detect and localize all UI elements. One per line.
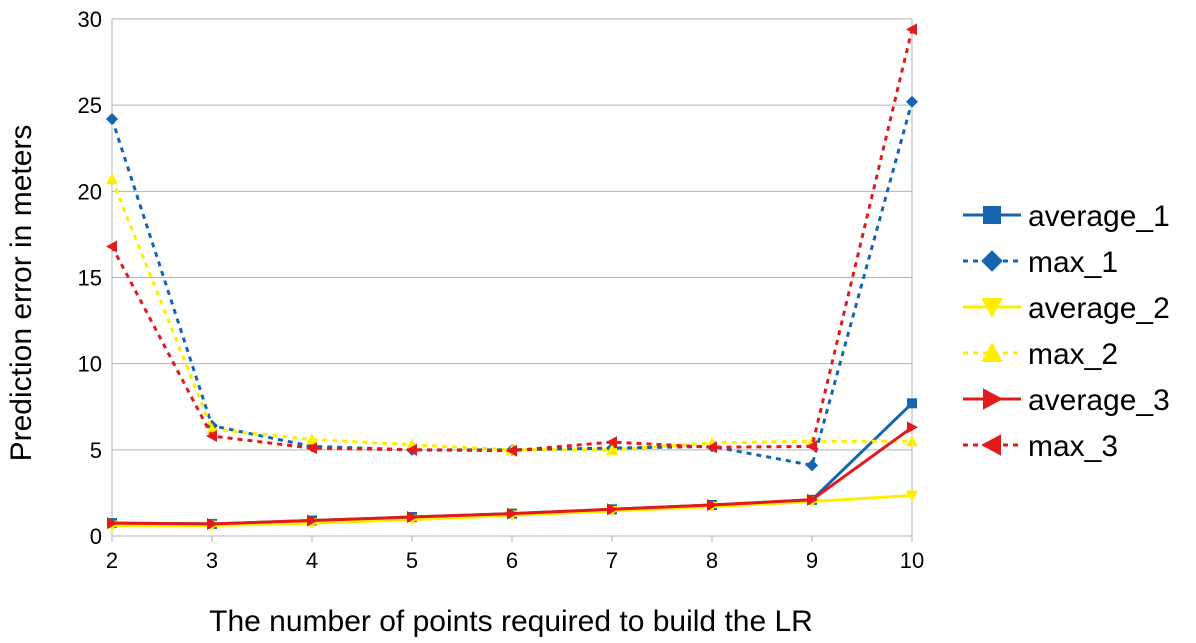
y-tick-labels: 0 5 10 15 20 25 30 (78, 7, 102, 549)
point-average_3-7 (607, 503, 618, 516)
series-line-average_1 (111, 402, 914, 526)
y-tick-label-6: 30 (78, 7, 102, 32)
x-axis-label: The number of points required to build t… (209, 605, 813, 638)
legend-item-average_1: average_1 (963, 200, 1170, 233)
x-tick-label-2: 4 (306, 548, 318, 573)
x-tick-label-7: 9 (806, 548, 818, 573)
point-average_3-9 (807, 493, 818, 506)
point-max_3-2 (106, 240, 117, 253)
y-tick-label-0: 0 (90, 524, 102, 549)
x-tick-label-1: 3 (206, 548, 218, 573)
y-tick-label-4: 20 (78, 179, 102, 204)
legend-marker-max_3 (981, 434, 1001, 456)
point-max_2-2 (106, 173, 118, 185)
point-average_3-8 (707, 498, 718, 511)
point-average_3-4 (307, 514, 318, 527)
series-line-max_2 (110, 178, 912, 452)
series-max_2 (106, 173, 918, 455)
point-average_3-2 (107, 517, 118, 530)
y-tick-label-2: 10 (78, 352, 102, 377)
y-tick-label-3: 15 (78, 266, 102, 291)
legend-label-average_3: average_3 (1028, 384, 1170, 417)
point-max_1-10 (906, 95, 918, 108)
x-tick-label-4: 6 (506, 548, 518, 573)
series-max_3 (106, 23, 917, 457)
point-average_3-5 (407, 511, 418, 524)
legend-item-max_3: max_3 (963, 430, 1118, 463)
point-max_1-2 (106, 112, 118, 125)
series-line-max_1 (110, 101, 914, 467)
legend-label-average_1: average_1 (1028, 200, 1170, 233)
legend-item-average_2: average_2 (963, 292, 1170, 325)
x-tick-labels: 2 3 4 5 6 7 8 9 10 (106, 536, 924, 573)
series-line-max_3 (110, 28, 914, 453)
legend-marker-max_1 (981, 250, 1003, 272)
point-average_3-6 (507, 507, 518, 520)
legend-label-max_3: max_3 (1028, 430, 1118, 463)
point-average_3-10 (907, 421, 918, 434)
point-max_3-3 (206, 430, 217, 443)
legend-marker-average_1 (983, 206, 1001, 224)
legend-label-max_2: max_2 (1028, 338, 1118, 371)
legend-marker-max_2 (981, 342, 1003, 362)
series-lines (106, 23, 918, 532)
point-max_2-7 (606, 443, 618, 455)
legend-marker-average_3 (983, 388, 1003, 410)
legend-label-average_2: average_2 (1028, 292, 1170, 325)
y-tick-label-5: 25 (78, 93, 102, 118)
x-tick-label-5: 7 (606, 548, 618, 573)
point-max_3-7 (606, 436, 617, 449)
y-axis-label: Prediction error in meters (5, 125, 38, 462)
x-tick-label-0: 2 (106, 548, 118, 573)
legend-item-max_2: max_2 (963, 338, 1118, 371)
legend-item-max_1: max_1 (963, 246, 1118, 279)
legend-label-max_1: max_1 (1028, 246, 1118, 279)
point-max_3-6 (506, 444, 517, 457)
point-average_2-10 (906, 490, 918, 502)
legend-marker-average_2 (981, 298, 1003, 318)
point-max_3-10 (906, 23, 917, 36)
point-max_2-10 (906, 435, 918, 447)
point-average_3-3 (207, 517, 218, 530)
point-max_3-4 (306, 442, 317, 455)
point-max_1-9 (806, 459, 818, 472)
point-max_3-5 (406, 443, 417, 456)
point-max_3-8 (706, 441, 717, 454)
legend-item-average_3: average_3 (963, 384, 1170, 417)
series-average_3 (107, 421, 918, 530)
point-max_2-4 (306, 433, 318, 445)
legend: average_1 max_1 average_2 max_2 average_3max… (963, 200, 1170, 463)
x-tick-label-3: 5 (406, 548, 418, 573)
point-max_3-9 (806, 440, 817, 453)
y-tick-label-1: 5 (90, 438, 102, 463)
gridlines (112, 18, 912, 537)
x-tick-label-6: 8 (706, 548, 718, 573)
series-max_1 (106, 95, 918, 472)
point-average_1-10 (907, 398, 917, 409)
x-tick-label-8: 10 (900, 548, 924, 573)
